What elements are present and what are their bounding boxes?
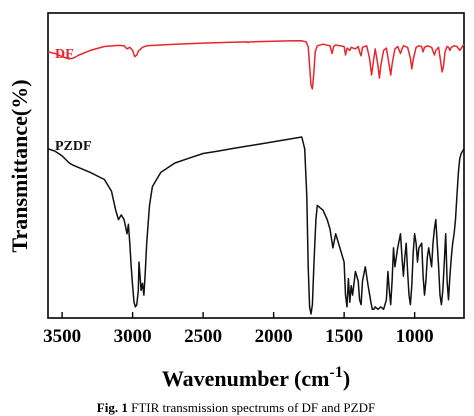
series-line-pzdf bbox=[47, 136, 465, 315]
series-label-pzdf: PZDF bbox=[55, 139, 92, 154]
figure-caption: Fig. 1 FTIR transmission spectrums of DF… bbox=[97, 400, 375, 415]
x-tick-marks bbox=[61, 312, 416, 318]
x-tick-labels: 3500 3000 2500 2000 1500 1000 bbox=[43, 326, 434, 347]
x-tick-label: 1500 bbox=[325, 326, 363, 347]
x-axis-title: Wavenumber (cm-1) bbox=[162, 364, 350, 391]
series-layer bbox=[47, 40, 465, 315]
x-tick-label: 2000 bbox=[255, 326, 293, 347]
caption-text: FTIR transmission spectrums of DF and PZ… bbox=[128, 400, 375, 415]
x-axis-title-main: Wavenumber (cm bbox=[162, 366, 330, 391]
series-label-df: DF bbox=[55, 47, 74, 62]
series-line-df bbox=[47, 40, 465, 90]
x-tick-label: 3000 bbox=[114, 326, 152, 347]
x-tick-label: 2500 bbox=[184, 326, 222, 347]
x-tick-label: 3500 bbox=[43, 326, 81, 347]
series-labels: DF PZDF bbox=[55, 47, 92, 154]
x-tick-label: 1000 bbox=[396, 326, 434, 347]
plot-frame bbox=[47, 12, 465, 319]
caption-label: Fig. 1 bbox=[97, 400, 128, 415]
y-axis-title: Transmittance(%) bbox=[7, 79, 32, 252]
x-axis-title-superscript: -1 bbox=[329, 364, 342, 381]
x-axis-title-close: ) bbox=[343, 366, 350, 391]
